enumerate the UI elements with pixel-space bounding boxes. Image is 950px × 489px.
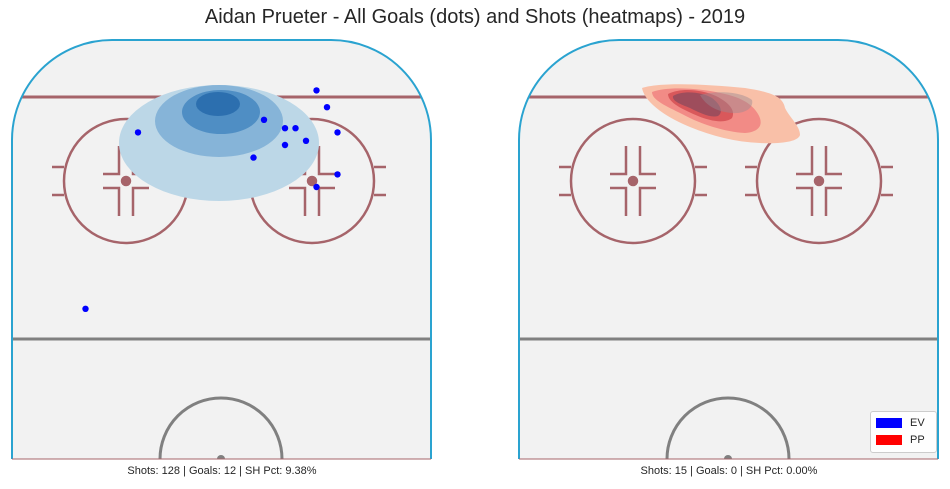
- legend: EV PP: [870, 411, 937, 453]
- faceoff-circle-left-2: [238, 117, 386, 245]
- goal-dot: [334, 171, 341, 178]
- goal-dot: [134, 129, 142, 136]
- legend-swatch-pp: [876, 435, 902, 445]
- legend-item-pp: PP: [876, 433, 925, 447]
- rink-right: [518, 39, 939, 460]
- boards-right: [518, 39, 939, 459]
- boards-left: [11, 39, 432, 459]
- goal-dot: [302, 137, 310, 144]
- center-ice-dot-right: [724, 455, 732, 459]
- center-ice-circle-left: [158, 396, 284, 459]
- faceoff-circle-right-2: [745, 117, 893, 245]
- ice-surface-right: [519, 40, 938, 459]
- goal-dot: [82, 305, 89, 312]
- center-ice-circle-right: [665, 396, 791, 459]
- goal-dots-left: [82, 87, 341, 312]
- legend-label-pp: PP: [910, 434, 925, 446]
- stats-caption-left: Shots: 128 | Goals: 12 | SH Pct: 9.38%: [127, 465, 317, 477]
- goal-dot: [323, 104, 331, 111]
- center-ice-dot-left: [217, 455, 225, 459]
- shot-heatmap-right: [642, 84, 800, 144]
- legend-item-ev: EV: [876, 416, 925, 430]
- goal-dot: [281, 141, 289, 149]
- goal-dot: [313, 87, 320, 94]
- goal-dot: [260, 116, 268, 124]
- ice-surface-left: [12, 40, 431, 459]
- goal-dot: [334, 129, 341, 136]
- goal-dot: [292, 125, 299, 132]
- legend-label-ev: EV: [910, 417, 925, 429]
- goal-dot: [250, 154, 257, 161]
- chart-title: Aidan Prueter - All Goals (dots) and Sho…: [204, 6, 746, 28]
- faceoff-circle-right-1: [559, 117, 707, 245]
- shot-heatmap-left: [119, 85, 319, 201]
- stats-caption-right: Shots: 15 | Goals: 0 | SH Pct: 0.00%: [640, 465, 818, 477]
- rink-left: [11, 39, 432, 460]
- goal-dot: [281, 125, 289, 132]
- goal-dot: [313, 183, 320, 191]
- legend-swatch-ev: [876, 418, 902, 428]
